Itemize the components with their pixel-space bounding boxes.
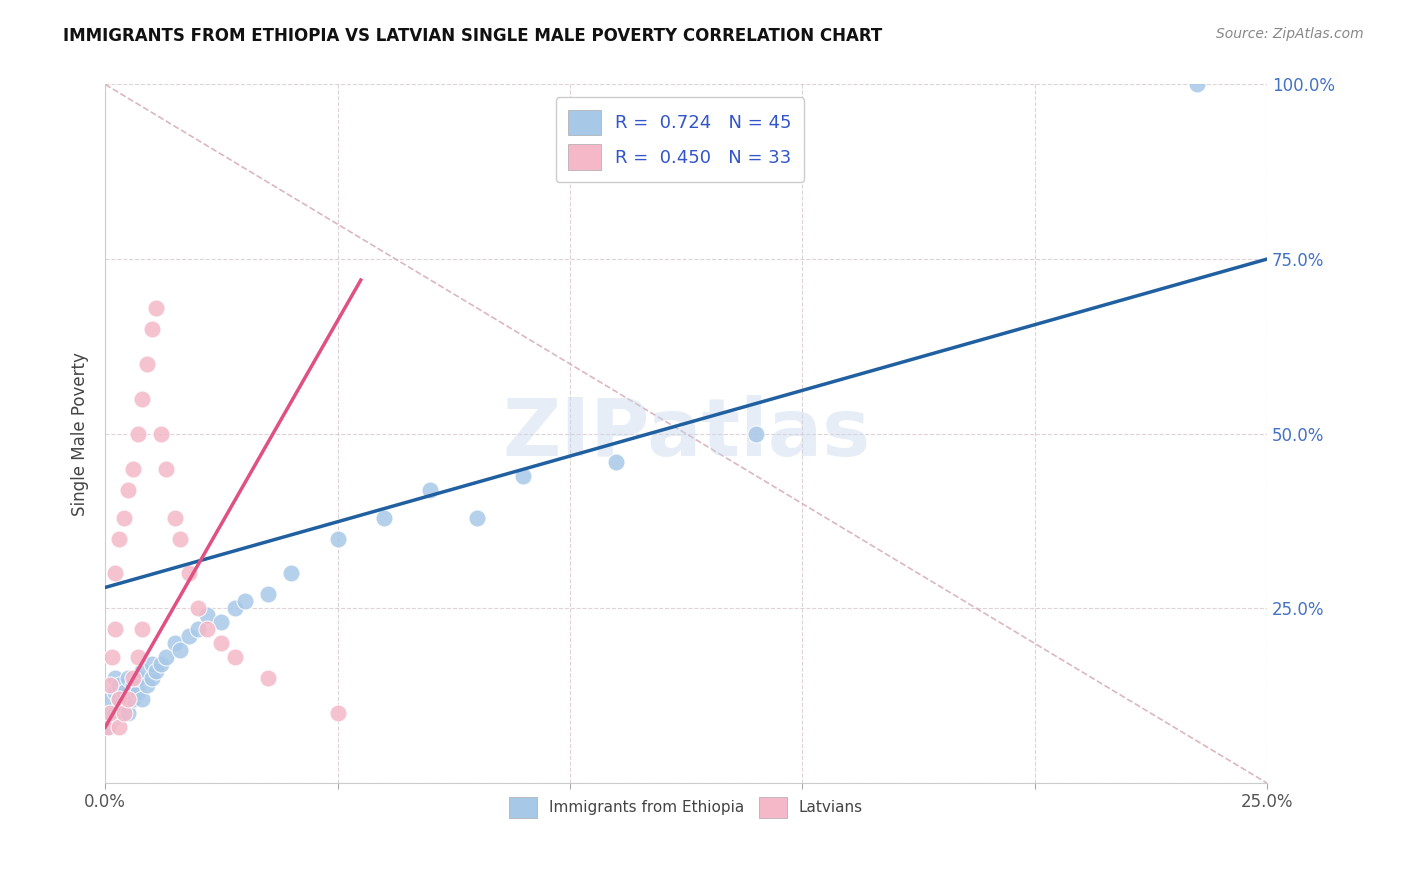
- Point: [136, 678, 159, 692]
- Point: [224, 650, 246, 665]
- Point: [108, 692, 131, 706]
- Point: [117, 692, 139, 706]
- Point: [127, 685, 149, 699]
- Point: [117, 671, 139, 685]
- Point: [145, 301, 167, 315]
- Point: [169, 643, 191, 657]
- Point: [98, 678, 121, 692]
- Text: ZIPatlas: ZIPatlas: [502, 395, 870, 473]
- Point: [127, 426, 149, 441]
- Point: [149, 657, 172, 672]
- Point: [98, 706, 121, 721]
- Point: [209, 636, 232, 650]
- Point: [745, 426, 768, 441]
- Point: [122, 671, 145, 685]
- Point: [117, 692, 139, 706]
- Point: [103, 566, 125, 581]
- Point: [108, 706, 131, 721]
- Point: [108, 720, 131, 734]
- Point: [187, 601, 209, 615]
- Point: [197, 623, 219, 637]
- Point: [122, 461, 145, 475]
- Point: [141, 657, 163, 672]
- Point: [326, 706, 349, 721]
- Point: [131, 392, 153, 406]
- Point: [605, 455, 627, 469]
- Point: [131, 623, 153, 637]
- Text: IMMIGRANTS FROM ETHIOPIA VS LATVIAN SINGLE MALE POVERTY CORRELATION CHART: IMMIGRANTS FROM ETHIOPIA VS LATVIAN SING…: [63, 27, 883, 45]
- Point: [197, 608, 219, 623]
- Point: [141, 671, 163, 685]
- Point: [112, 699, 135, 714]
- Legend: Immigrants from Ethiopia, Latvians: Immigrants from Ethiopia, Latvians: [503, 790, 869, 824]
- Point: [112, 685, 135, 699]
- Point: [127, 671, 149, 685]
- Point: [419, 483, 441, 497]
- Text: Source: ZipAtlas.com: Source: ZipAtlas.com: [1216, 27, 1364, 41]
- Point: [280, 566, 302, 581]
- Point: [131, 665, 153, 679]
- Point: [155, 461, 177, 475]
- Y-axis label: Single Male Poverty: Single Male Poverty: [72, 351, 89, 516]
- Point: [465, 510, 488, 524]
- Point: [98, 692, 121, 706]
- Point: [101, 713, 124, 727]
- Point: [169, 532, 191, 546]
- Point: [163, 510, 186, 524]
- Point: [136, 357, 159, 371]
- Point: [209, 615, 232, 630]
- Point: [108, 678, 131, 692]
- Point: [103, 623, 125, 637]
- Point: [101, 650, 124, 665]
- Point: [145, 665, 167, 679]
- Point: [131, 692, 153, 706]
- Point: [326, 532, 349, 546]
- Point: [155, 650, 177, 665]
- Point: [233, 594, 256, 608]
- Point: [117, 706, 139, 721]
- Point: [103, 706, 125, 721]
- Point: [117, 483, 139, 497]
- Point: [96, 720, 118, 734]
- Point: [108, 692, 131, 706]
- Point: [96, 720, 118, 734]
- Point: [122, 678, 145, 692]
- Point: [141, 322, 163, 336]
- Point: [257, 587, 280, 601]
- Point: [149, 426, 172, 441]
- Point: [98, 706, 121, 721]
- Point: [1185, 78, 1208, 92]
- Point: [112, 510, 135, 524]
- Point: [373, 510, 395, 524]
- Point: [177, 566, 200, 581]
- Point: [512, 468, 534, 483]
- Point: [224, 601, 246, 615]
- Point: [177, 629, 200, 643]
- Point: [257, 671, 280, 685]
- Point: [163, 636, 186, 650]
- Point: [103, 671, 125, 685]
- Point: [108, 532, 131, 546]
- Point: [122, 692, 145, 706]
- Point: [103, 685, 125, 699]
- Point: [127, 650, 149, 665]
- Point: [112, 706, 135, 721]
- Point: [187, 623, 209, 637]
